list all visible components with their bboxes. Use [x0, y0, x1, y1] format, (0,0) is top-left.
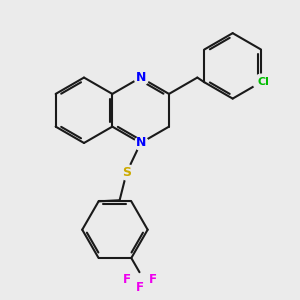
Text: F: F	[148, 273, 156, 286]
Text: N: N	[136, 71, 146, 84]
Text: S: S	[122, 166, 131, 179]
Text: Cl: Cl	[257, 77, 269, 87]
Text: F: F	[122, 273, 130, 286]
Text: N: N	[136, 136, 146, 149]
Text: F: F	[136, 280, 143, 294]
